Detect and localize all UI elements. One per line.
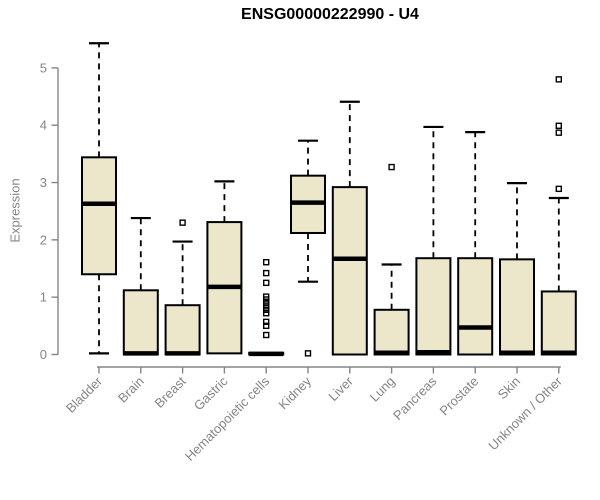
boxplot-bladder	[81, 42, 117, 355]
boxplot-kidney	[290, 139, 326, 357]
outlier-point	[263, 269, 270, 277]
boxplot-prostate	[457, 130, 494, 356]
outlier-point	[263, 318, 270, 326]
y-tick-label: 1	[40, 290, 47, 305]
outlier-point	[555, 185, 562, 193]
outlier-point	[263, 303, 270, 310]
box-rect	[540, 290, 577, 356]
boxplot-skin	[499, 182, 535, 356]
x-tick-label: Prostate	[436, 374, 481, 419]
y-tick-label: 5	[40, 60, 47, 75]
boxplot-lung	[373, 163, 410, 356]
outlier-point	[263, 293, 270, 300]
x-tick-label: Breast	[152, 373, 189, 410]
outlier-point	[555, 129, 562, 136]
box-rect	[373, 308, 410, 356]
y-axis-label: Expression	[7, 178, 23, 243]
box-rect	[81, 156, 117, 276]
boxplot-hematopoietic-cells	[248, 259, 285, 357]
outlier-point	[263, 306, 270, 313]
outlier-point	[388, 163, 395, 171]
box-rect	[122, 289, 159, 356]
y-tick-label: 2	[40, 232, 47, 247]
chart-title: ENSG00000222990 - U4	[241, 6, 419, 23]
outlier-point	[555, 122, 562, 129]
x-tick-label: Skin	[495, 374, 523, 402]
boxplot-gastric	[206, 180, 243, 355]
x-tick-label: Pancreas	[390, 373, 440, 423]
x-tick-label: Liver	[325, 373, 356, 404]
outlier-point	[263, 322, 270, 330]
box-rect	[164, 304, 201, 356]
y-axis	[51, 67, 59, 356]
outlier-point	[263, 279, 270, 287]
x-tick-label: Lung	[367, 374, 398, 405]
outlier-point	[263, 310, 270, 317]
y-tick-label: 3	[40, 175, 47, 190]
boxplot-pancreas	[415, 125, 452, 356]
box-rect	[499, 258, 535, 356]
outlier-point	[179, 219, 186, 226]
box-rect	[331, 186, 368, 356]
x-tick-label: Unknown / Other	[485, 373, 565, 453]
boxplot-breast	[164, 219, 201, 356]
box-rect	[415, 257, 452, 356]
y-tick-label: 0	[40, 347, 47, 362]
boxplot-liver	[331, 100, 368, 356]
x-axis	[97, 366, 561, 374]
outlier-point	[263, 299, 270, 307]
x-tick-label: Bladder	[63, 373, 106, 416]
outlier-point	[263, 331, 270, 339]
outlier-point	[555, 76, 562, 83]
y-tick-label: 4	[40, 118, 47, 133]
boxplot-unknown-other	[540, 76, 577, 356]
outlier-point	[263, 259, 270, 266]
outlier-point	[304, 350, 312, 357]
boxplot-brain	[122, 216, 159, 356]
x-tick-label: Brain	[115, 374, 147, 406]
x-tick-label: Kidney	[275, 373, 314, 412]
x-tick-label: Gastric	[191, 373, 231, 413]
box-rect	[457, 257, 494, 356]
